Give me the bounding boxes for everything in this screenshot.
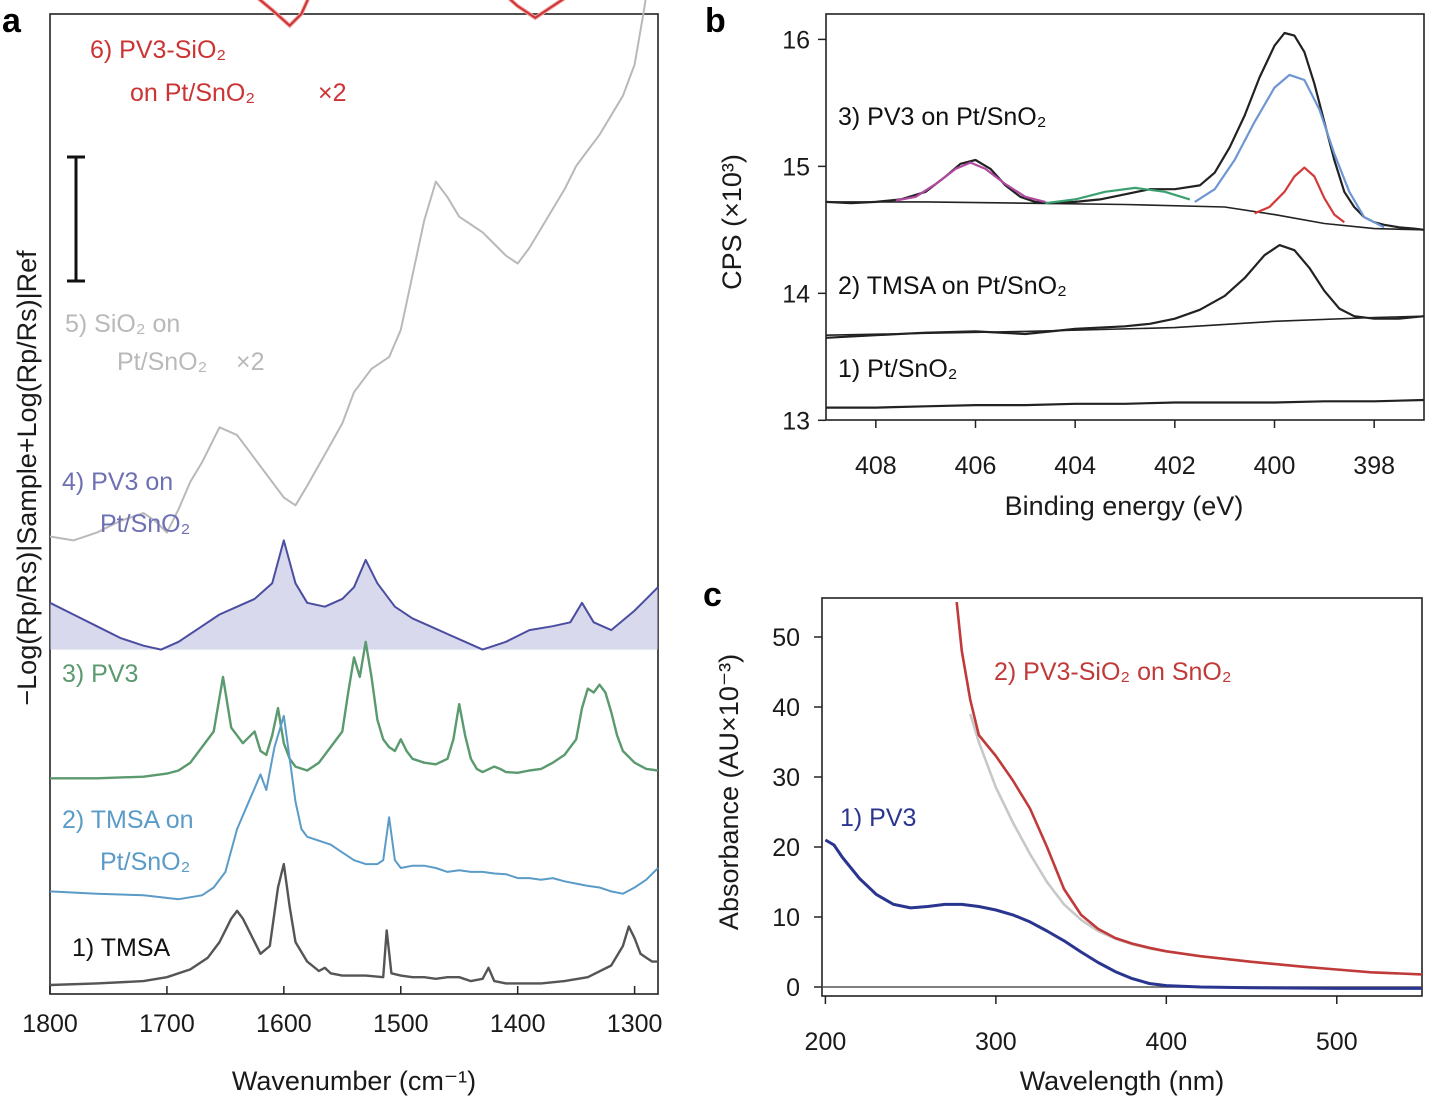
series-b-3 xyxy=(1254,166,1345,224)
c-ytick-label: 40 xyxy=(772,694,800,722)
c-xtick-label: 300 xyxy=(975,1028,1017,1056)
panel-a-ylabel: −Log(Rp/Rs)|Sample+Log(Rp/Rs)|Ref xyxy=(12,250,42,706)
series-a1 xyxy=(49,862,658,987)
b-xtick-label: 402 xyxy=(1154,452,1196,480)
label-a2-line2: Pt/SnO₂ xyxy=(100,848,190,876)
series-a6 xyxy=(258,0,564,27)
panel-b-yticks: 13 14 15 16 xyxy=(782,26,826,435)
panel-a: a 1800 1700 1600 1500 1400 1300 6) PV3-SiO₂ o… xyxy=(2,0,662,1096)
b-xtick-label: 398 xyxy=(1353,452,1395,480)
panel-b-xlabel: Binding energy (eV) xyxy=(1005,491,1244,521)
a-xtick-label: 1400 xyxy=(490,1010,546,1038)
label-c2: 2) PV3-SiO₂ on SnO₂ xyxy=(994,658,1232,686)
series-c2 xyxy=(955,601,1423,976)
b-ytick-label: 14 xyxy=(782,280,810,308)
a-xtick-label: 1600 xyxy=(256,1010,312,1038)
series-b-1 xyxy=(826,201,1425,231)
panel-a-series xyxy=(49,0,659,987)
series-a4-fill xyxy=(50,540,658,650)
b-xtick-label: 408 xyxy=(855,452,897,480)
series-b-2 xyxy=(1194,73,1385,229)
c-xtick-label: 200 xyxy=(805,1028,847,1056)
series-a5 xyxy=(49,0,647,542)
label-a1: 1) TMSA xyxy=(72,934,170,962)
panel-c-series xyxy=(822,601,1423,990)
c-ytick-label: 20 xyxy=(772,834,800,862)
panel-b: b 408 406 404 402 400 398 13 14 15 16 3) PV3 on … xyxy=(705,2,1425,521)
label-b2: 2) TMSA on Pt/SnO₂ xyxy=(838,272,1067,300)
a-xtick-label: 1800 xyxy=(22,1010,78,1038)
panel-a-letter: a xyxy=(2,2,22,40)
c-ytick-label: 10 xyxy=(772,904,800,932)
series-b-7 xyxy=(825,315,1425,336)
label-a5-scale: ×2 xyxy=(236,348,265,376)
label-a6-line1: 6) PV3-SiO₂ xyxy=(90,36,226,64)
panel-c-xticks: 200 300 400 500 xyxy=(805,996,1358,1056)
panel-a-xlabel: Wavenumber (cm⁻¹) xyxy=(232,1066,476,1096)
b-ytick-label: 15 xyxy=(782,153,810,181)
c-ytick-label: 30 xyxy=(772,764,800,792)
c-xtick-label: 400 xyxy=(1145,1028,1187,1056)
label-c1: 1) PV3 xyxy=(840,804,916,832)
c-xtick-label: 500 xyxy=(1316,1028,1358,1056)
panel-b-ylabel: CPS (×10³) xyxy=(717,154,747,290)
series-b-5 xyxy=(1045,186,1191,205)
label-a5-line2: Pt/SnO₂ xyxy=(117,348,207,376)
label-a5-line1: 5) SiO₂ on xyxy=(65,310,180,338)
panel-c-yticks: 0 10 20 30 40 50 xyxy=(772,624,822,1002)
panel-b-xticks: 408 406 404 402 400 398 xyxy=(855,420,1395,480)
series-a3 xyxy=(50,640,659,780)
b-xtick-label: 406 xyxy=(955,452,997,480)
series-a4 xyxy=(49,539,659,651)
panel-a-frame xyxy=(49,13,659,995)
label-a6-scale: ×2 xyxy=(318,79,347,107)
c-ytick-label: 50 xyxy=(772,624,800,652)
series-b-8 xyxy=(826,398,1425,409)
c-ytick-label: 0 xyxy=(786,974,800,1002)
series-b-6 xyxy=(825,244,1425,339)
panel-c-letter: c xyxy=(703,576,722,614)
label-a2-line1: 2) TMSA on xyxy=(62,806,194,834)
label-a6-line2: on Pt/SnO₂ xyxy=(130,79,255,107)
panel-c: c 200 300 400 500 0 10 20 30 40 50 2) PV3-SiO₂ o… xyxy=(703,576,1423,1096)
series-a6-raw xyxy=(257,0,566,29)
b-xtick-label: 400 xyxy=(1254,452,1296,480)
series-b-4 xyxy=(895,161,1046,203)
panel-b-series xyxy=(825,31,1425,409)
panel-c-frame xyxy=(821,597,1423,997)
series-c1 xyxy=(824,838,1422,990)
panel-b-letter: b xyxy=(705,2,726,40)
panel-b-frame xyxy=(825,13,1425,421)
label-a3: 3) PV3 xyxy=(62,660,138,688)
series-c-grey xyxy=(969,713,1167,953)
a-xtick-label: 1300 xyxy=(607,1010,663,1038)
label-a4-line2: Pt/SnO₂ xyxy=(100,510,190,538)
a-xtick-label: 1500 xyxy=(373,1010,429,1038)
a-xtick-label: 1700 xyxy=(139,1010,195,1038)
label-a4-line1: 4) PV3 on xyxy=(62,468,173,496)
panel-a-xticks: 1800 1700 1600 1500 1400 1300 xyxy=(22,986,662,1038)
series-a2 xyxy=(49,714,659,901)
b-ytick-label: 16 xyxy=(782,26,810,54)
panel-c-xlabel: Wavelength (nm) xyxy=(1020,1066,1225,1096)
b-ytick-label: 13 xyxy=(782,407,810,435)
series-b-0 xyxy=(825,31,1425,231)
panel-c-ylabel: Absorbance (AU×10⁻³) xyxy=(714,654,744,930)
label-b1: 1) Pt/SnO₂ xyxy=(838,355,957,383)
b-xtick-label: 404 xyxy=(1054,452,1096,480)
label-b3: 3) PV3 on Pt/SnO₂ xyxy=(838,103,1046,131)
